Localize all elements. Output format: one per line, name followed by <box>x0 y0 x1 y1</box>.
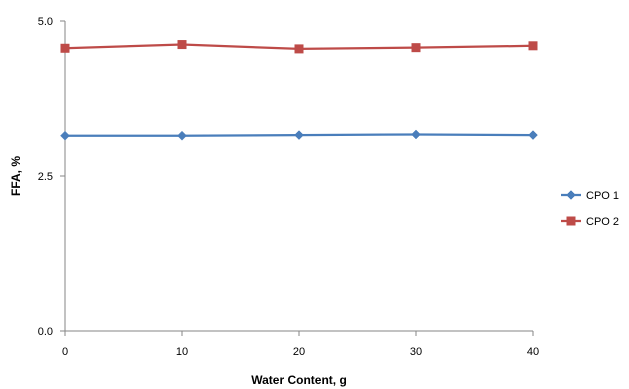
legend-label: CPO 2 <box>586 216 619 228</box>
ticks: 0 10 20 30 40 0.0 2.5 5.0 <box>38 16 539 358</box>
x-axis-title: Water Content, g <box>251 373 347 387</box>
series-2 <box>60 40 538 54</box>
x-tick-label: 10 <box>176 346 188 358</box>
x-tick-label: 0 <box>62 346 68 358</box>
legend-item: CPO 2 <box>561 216 619 228</box>
data-point <box>60 130 70 141</box>
y-axis-title: FFA, % <box>9 156 23 196</box>
legend-label: CPO 1 <box>586 190 619 202</box>
data-point <box>60 43 70 53</box>
y-tick-label: 5.0 <box>38 16 53 28</box>
data-point <box>294 130 304 140</box>
y-tick-label: 2.5 <box>38 171 53 183</box>
data-point <box>528 41 538 51</box>
data-point <box>411 43 421 53</box>
x-tick-label: 40 <box>527 346 539 358</box>
data-point <box>294 44 304 54</box>
legend-marker <box>566 216 576 226</box>
y-tick-label: 0.0 <box>38 326 53 338</box>
axes <box>64 21 533 332</box>
legend-item: CPO 1 <box>561 190 619 202</box>
x-tick-label: 20 <box>293 346 305 358</box>
data-point <box>528 130 538 140</box>
series-1 <box>60 129 538 141</box>
legend-marker <box>566 190 576 200</box>
data-point <box>411 129 421 140</box>
legend: CPO 1 CPO 2 <box>561 190 619 228</box>
x-tick-label: 30 <box>410 346 422 358</box>
data-point <box>177 130 187 141</box>
series-layer <box>60 40 538 141</box>
data-point <box>177 40 187 50</box>
